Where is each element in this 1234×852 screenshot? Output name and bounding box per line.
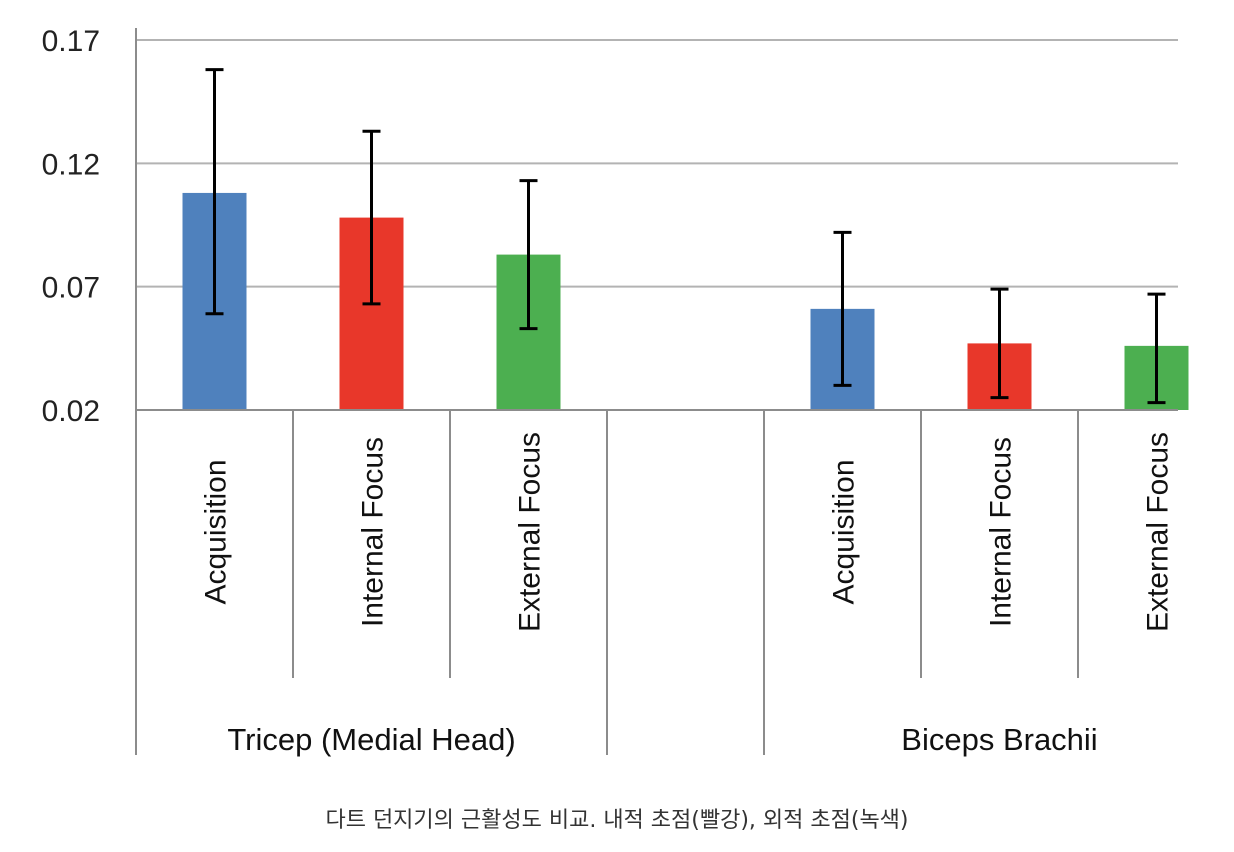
bars — [182, 192, 1189, 410]
error-bars — [205, 68, 1166, 405]
axes — [135, 28, 1178, 755]
category-label: Internal Focus — [985, 437, 1018, 627]
x-axis-category-labels: Acquisition Internal Focus External Focus T… — [200, 432, 1175, 757]
bar-chart: 0.02 0.07 0.12 0.17 Acquisition Internal Foc… — [42, 25, 1189, 757]
category-label: External Focus — [1142, 432, 1175, 632]
y-tick-label: 0.17 — [42, 25, 100, 58]
category-label: Internal Focus — [357, 437, 390, 627]
y-axis-tick-labels: 0.02 0.07 0.12 0.17 — [42, 25, 100, 428]
category-label: Acquisition — [828, 459, 861, 604]
group-label: Biceps Brachii — [901, 722, 1097, 757]
category-label: Acquisition — [200, 459, 233, 604]
y-tick-label: 0.07 — [42, 272, 100, 305]
y-tick-label: 0.02 — [42, 395, 100, 428]
group-label: Tricep (Medial Head) — [227, 722, 515, 757]
y-tick-label: 0.12 — [42, 148, 100, 181]
category-label: External Focus — [514, 432, 547, 632]
gridlines — [136, 39, 1178, 288]
figure-caption: 다트 던지기의 근활성도 비교. 내적 초점(빨강), 외적 초점(녹색) — [325, 808, 909, 833]
